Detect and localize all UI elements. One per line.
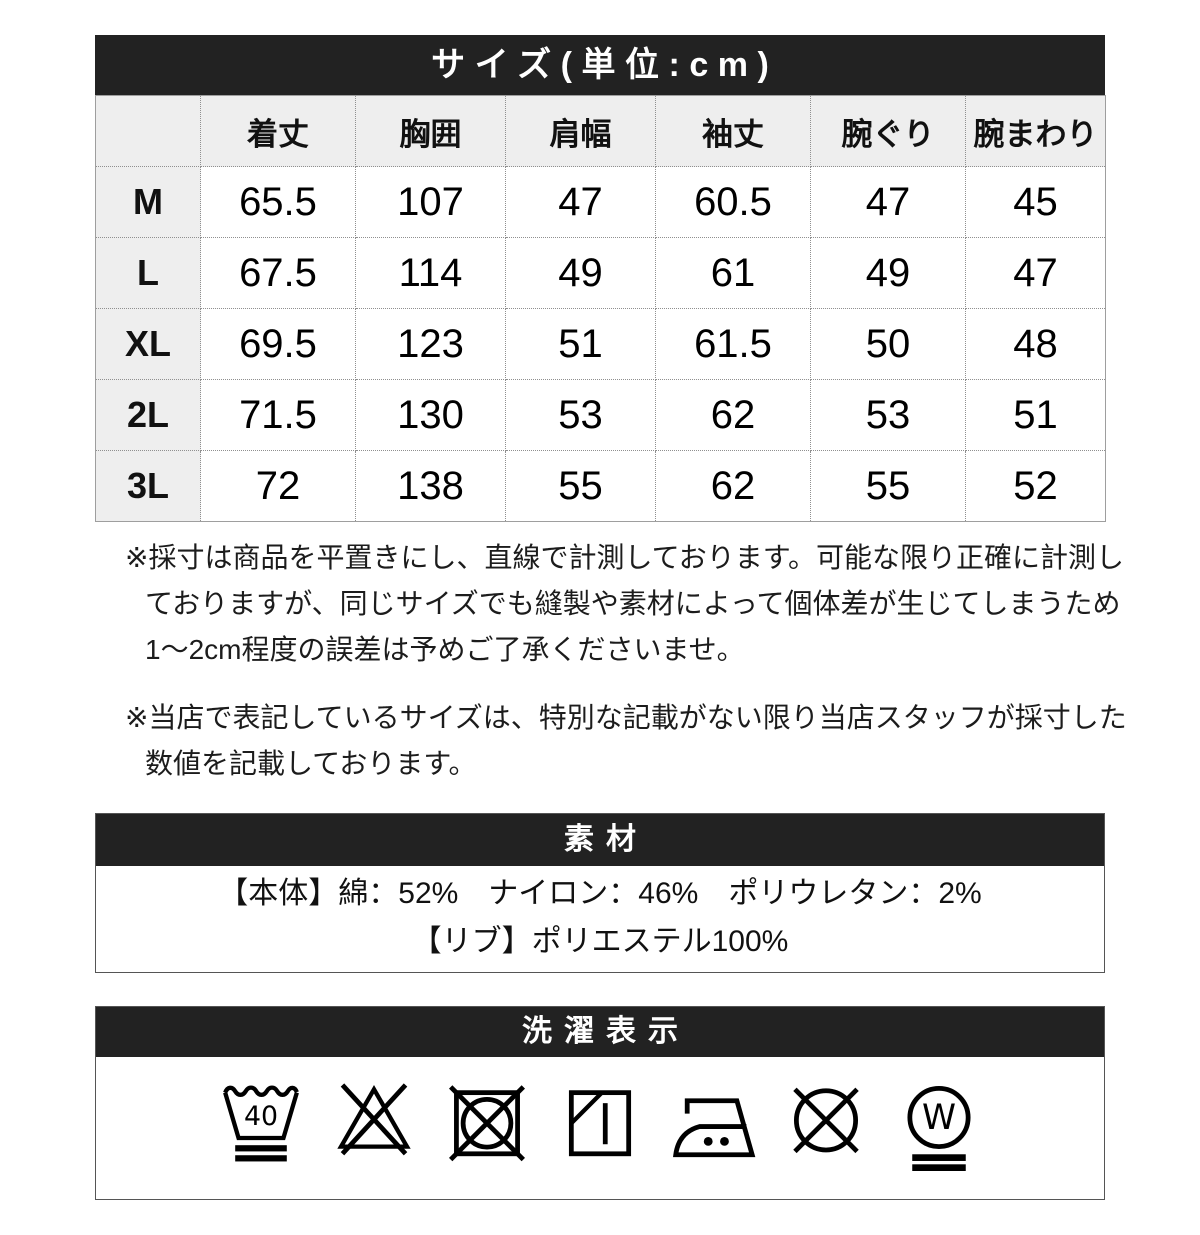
size-value-cell: 55: [810, 450, 966, 522]
size-value-cell: 123: [355, 308, 506, 380]
size-value-cell: 69.5: [200, 308, 356, 380]
size-value-cell: 107: [355, 166, 506, 238]
column-header: 胸囲: [355, 95, 506, 167]
size-value-cell: 67.5: [200, 237, 356, 309]
size-value-cell: 52: [965, 450, 1106, 522]
size-value-cell: 48: [965, 308, 1106, 380]
column-header: 袖丈: [655, 95, 811, 167]
size-value-cell: 50: [810, 308, 966, 380]
material-line-rib: 【リブ】ポリエステル100%: [411, 925, 789, 958]
note-line: ※採寸は商品を平置きにし、直線で計測しております。可能な限り正確に計測し: [125, 542, 1124, 573]
size-table: 着丈 胸囲 肩幅 袖丈 腕ぐり 腕まわり M 65.5 107 47 60.5 …: [95, 95, 1106, 522]
note-line: 数値を記載しております。: [145, 748, 477, 779]
wet-clean-very-gentle-icon: W: [907, 1085, 971, 1171]
table-row: M 65.5 107 47 60.5 47 45: [95, 166, 1106, 238]
size-value-cell: 71.5: [200, 379, 356, 451]
size-value-cell: 45: [965, 166, 1106, 238]
size-value-cell: 47: [965, 237, 1106, 309]
column-header: 着丈: [200, 95, 356, 167]
size-label: M: [95, 166, 201, 238]
do-not-bleach-icon: [337, 1083, 411, 1156]
wet-clean-label: W: [922, 1098, 956, 1138]
size-value-cell: 60.5: [655, 166, 811, 238]
table-row: L 67.5 114 49 61 49 47: [95, 237, 1106, 309]
size-value-cell: 61: [655, 237, 811, 309]
material-line-body: 【本体】綿：52% ナイロン：46% ポリウレタン：2%: [218, 877, 982, 910]
size-value-cell: 62: [655, 379, 811, 451]
size-value-cell: 51: [505, 308, 656, 380]
table-row: XL 69.5 123 51 61.5 50 48: [95, 308, 1106, 380]
size-value-cell: 138: [355, 450, 506, 522]
size-value-cell: 53: [505, 379, 656, 451]
size-section-title: サイズ(単位:cm): [95, 35, 1105, 95]
table-row: 2L 71.5 130 53 62 53 51: [95, 379, 1106, 451]
size-value-cell: 55: [505, 450, 656, 522]
material-box: 素材 【本体】綿：52% ナイロン：46% ポリウレタン：2% 【リブ】ポリエス…: [95, 813, 1105, 973]
size-value-cell: 49: [810, 237, 966, 309]
size-label: L: [95, 237, 201, 309]
size-table-header-row: 着丈 胸囲 肩幅 袖丈 腕ぐり 腕まわり: [95, 95, 1106, 167]
table-row: 3L 72 138 55 62 55 52: [95, 450, 1106, 522]
laundry-icons-row: 40: [96, 1057, 1104, 1199]
column-header: 腕ぐり: [810, 95, 966, 167]
size-label: 2L: [95, 379, 201, 451]
size-value-cell: 61.5: [655, 308, 811, 380]
column-header: 肩幅: [505, 95, 656, 167]
column-header: 腕まわり: [965, 95, 1106, 167]
size-value-cell: 114: [355, 237, 506, 309]
size-label: XL: [95, 308, 201, 380]
do-not-dry-clean-icon: [793, 1087, 859, 1154]
staff-measure-note: ※当店で表記しているサイズは、特別な記載がない限り当店スタッフが採寸した 数値を…: [95, 695, 1127, 787]
wash-40-very-gentle-icon: 40: [223, 1085, 299, 1162]
size-value-cell: 72: [200, 450, 356, 522]
note-line: ておりますが、同じサイズでも縫製や素材によって個体差が生じてしまうため: [145, 588, 1121, 619]
size-value-cell: 47: [505, 166, 656, 238]
line-dry-in-shade-icon: [568, 1090, 632, 1157]
laundry-section-title: 洗濯表示: [96, 1007, 1104, 1057]
size-value-cell: 130: [355, 379, 506, 451]
size-value-cell: 51: [965, 379, 1106, 451]
wash-temp-label: 40: [244, 1101, 278, 1132]
do-not-tumble-dry-icon: [448, 1085, 526, 1162]
size-value-cell: 47: [810, 166, 966, 238]
measurement-note: ※採寸は商品を平置きにし、直線で計測しております。可能な限り正確に計測し ており…: [95, 535, 1124, 673]
note-line: 1〜2cm程度の誤差は予めご了承くださいませ。: [145, 634, 745, 665]
size-value-cell: 53: [810, 379, 966, 451]
size-value-cell: 62: [655, 450, 811, 522]
size-label: 3L: [95, 450, 201, 522]
size-value-cell: 65.5: [200, 166, 356, 238]
corner-cell: [95, 95, 201, 167]
laundry-box: 洗濯表示 40: [95, 1006, 1105, 1200]
iron-medium-icon: [673, 1098, 756, 1158]
size-chart-sheet: サイズ(単位:cm) 着丈 胸囲 肩幅 袖丈 腕ぐり 腕まわり M 65.5 1…: [95, 35, 1127, 1200]
size-value-cell: 49: [505, 237, 656, 309]
material-body: 【本体】綿：52% ナイロン：46% ポリウレタン：2% 【リブ】ポリエステル1…: [96, 866, 1104, 972]
note-line: ※当店で表記しているサイズは、特別な記載がない限り当店スタッフが採寸した: [125, 702, 1127, 733]
material-section-title: 素材: [96, 814, 1104, 866]
